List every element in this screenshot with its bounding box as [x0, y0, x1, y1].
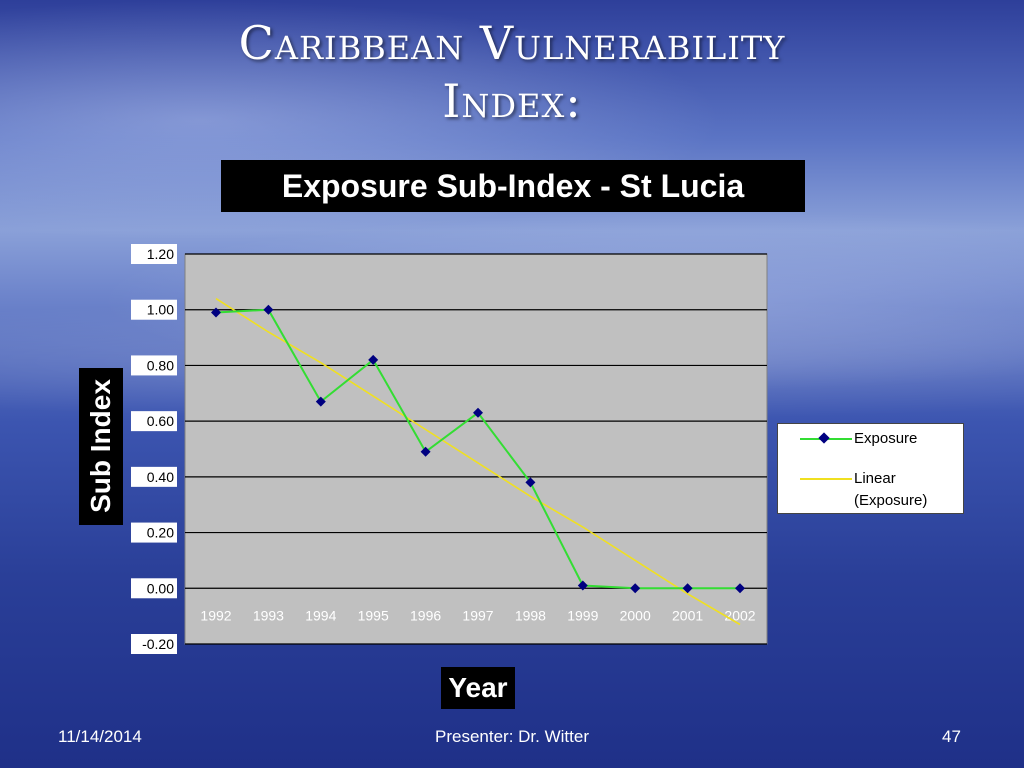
x-tick-label: 1993 [253, 607, 284, 623]
y-tick-label: 1.20 [147, 246, 174, 262]
y-tick-label-box [131, 355, 177, 376]
chart-title: Exposure Sub-Index - St Lucia [221, 160, 805, 212]
y-tick-label-box [131, 578, 177, 599]
footer-date: 11/14/2014 [58, 727, 142, 746]
x-tick-label: 1995 [358, 607, 389, 623]
trend-line [215, 297, 741, 626]
y-tick-label-box [131, 466, 177, 487]
y-tick-label: 0.80 [147, 357, 174, 373]
x-tick-label: 1996 [410, 607, 441, 623]
x-tick-label: 2000 [620, 607, 651, 623]
x-axis-label: Year [441, 667, 515, 709]
data-point-marker [735, 583, 745, 594]
y-tick-label-box [131, 244, 177, 264]
x-tick-label: 1997 [462, 607, 493, 623]
y-tick-label: 0.20 [147, 525, 174, 541]
data-point-marker [473, 407, 483, 418]
y-tick-label: 1.00 [147, 302, 174, 318]
y-tick-label-box [131, 411, 177, 432]
x-tick-label: 1999 [567, 607, 598, 623]
y-tick-label: 0.60 [147, 413, 174, 429]
x-tick-label: 2002 [724, 607, 755, 623]
chart-legend: Exposure Linear (Exposure) [777, 423, 964, 514]
data-point-marker [420, 446, 431, 457]
legend-label-linear: Linear (Exposure) [854, 470, 928, 509]
y-tick-label-box [131, 299, 177, 320]
plot-area [184, 253, 768, 645]
x-tick-label: 2001 [672, 607, 703, 623]
legend-exposure-line-icon [800, 432, 852, 444]
y-tick-label: 0.00 [147, 580, 174, 596]
data-point-marker [525, 477, 536, 488]
data-point-marker [368, 354, 379, 365]
slide-title-line-2: Index: [442, 74, 582, 128]
data-point-marker [263, 304, 274, 315]
data-point-marker [630, 583, 641, 594]
y-tick-label-box [131, 634, 177, 654]
y-axis-label-box [79, 368, 123, 525]
y-tick-label-box [131, 522, 177, 543]
legend-trend-line-icon [800, 478, 852, 480]
y-tick-label: -0.20 [142, 636, 174, 652]
footer-presenter: Presenter: Dr. Witter [435, 727, 589, 746]
data-point-marker [211, 307, 221, 318]
legend-label-exposure: Exposure [854, 430, 918, 447]
x-tick-label: 1994 [305, 607, 336, 623]
slide-title: Caribbean Vulnerability Index: [0, 14, 1024, 130]
y-tick-label: 0.40 [147, 469, 174, 485]
data-point-marker [315, 396, 326, 407]
x-tick-label: 1992 [200, 607, 231, 623]
slide-title-line-1: Caribbean Vulnerability [238, 16, 786, 70]
data-point-marker [577, 580, 588, 591]
legend-diamond-icon [818, 432, 830, 444]
footer-page-number: 47 [942, 727, 961, 746]
x-tick-label: 1998 [515, 607, 546, 623]
data-point-marker [682, 583, 693, 594]
